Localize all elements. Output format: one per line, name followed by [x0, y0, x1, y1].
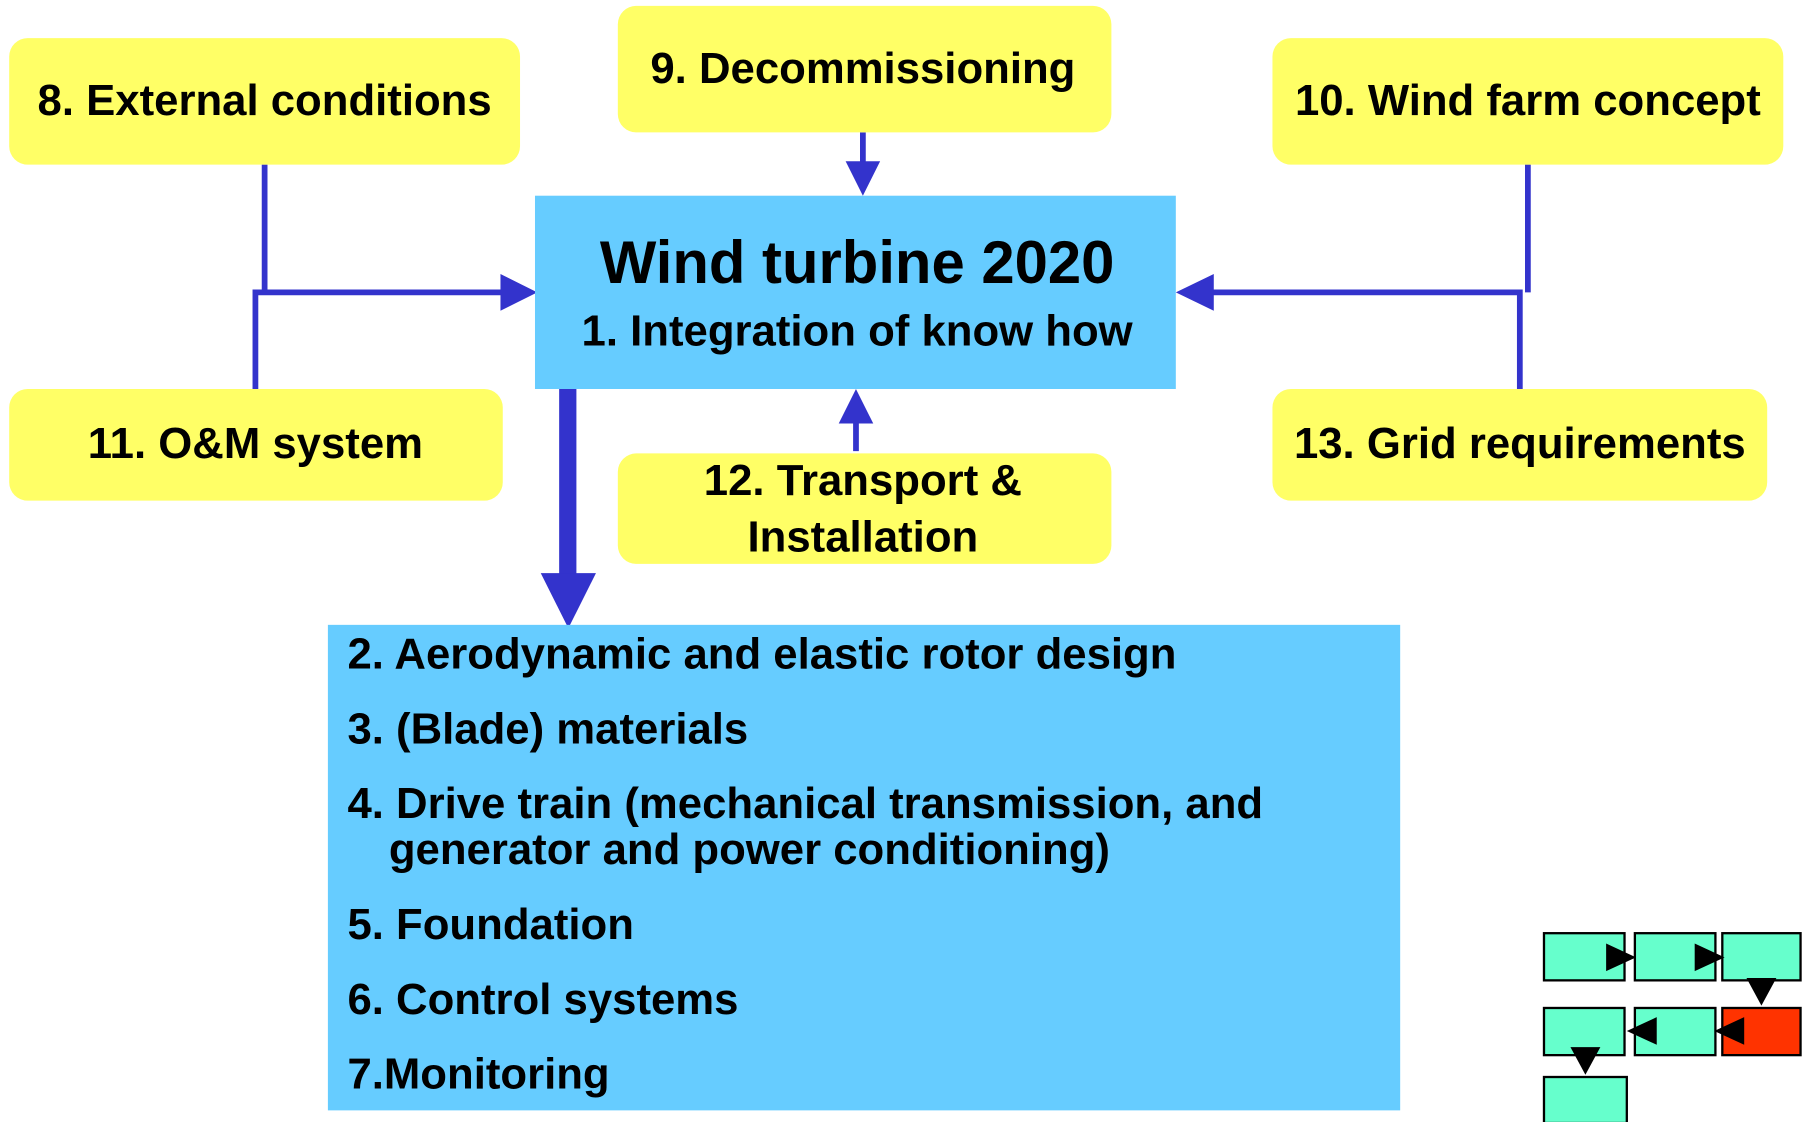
nav-box: [1721, 932, 1802, 982]
nav-icon: [1542, 932, 1802, 1122]
component: 7.Monitoring: [347, 1050, 609, 1099]
nav-arrow: [1606, 943, 1637, 972]
component: 2. Aerodynamic and elastic rotor design: [347, 630, 1176, 679]
arrowhead: [838, 388, 874, 424]
component: generator and power conditioning): [389, 825, 1110, 874]
nav-arrow: [1570, 1047, 1601, 1075]
node-label: 9. Decommissioning: [650, 44, 1075, 93]
arrowhead: [845, 161, 881, 196]
big-arrow-shaft: [559, 371, 577, 577]
connector: [252, 289, 507, 389]
node-label: 12. Transport &: [704, 456, 1022, 505]
component: 4. Drive train (mechanical transmission,…: [347, 779, 1263, 828]
big-arrowhead: [540, 573, 596, 629]
node-label: 11. O&M system: [88, 419, 423, 468]
center-title: Wind turbine 2020: [600, 229, 1115, 296]
components-box: [327, 624, 1401, 1111]
nav-arrow: [1746, 978, 1777, 1006]
component: 3. (Blade) materials: [347, 704, 748, 753]
node-box: [1272, 388, 1768, 501]
components-list: 2. Aerodynamic and elastic rotor design …: [347, 630, 1263, 1099]
component: 5. Foundation: [347, 900, 633, 949]
node-box: [617, 453, 1112, 564]
node-label: Installation: [748, 512, 979, 561]
arrowhead: [1175, 273, 1214, 311]
center-box: [534, 195, 1176, 389]
connector: [1208, 289, 1523, 389]
node-label: 8. External conditions: [38, 76, 492, 125]
nav-arrow: [1626, 1017, 1657, 1045]
arrowhead: [500, 273, 538, 311]
node-label: 10. Wind farm concept: [1295, 76, 1761, 125]
nav-arrow: [1694, 943, 1725, 972]
node-box: [9, 38, 521, 165]
node-box: [1272, 38, 1784, 165]
node-label: 13. Grid requirements: [1294, 419, 1746, 468]
nav-box: [1542, 1075, 1628, 1122]
connectors: [252, 132, 1531, 629]
nav-arrow: [1714, 1017, 1745, 1045]
node-box: [9, 388, 503, 501]
node-box: [617, 5, 1112, 133]
center-subtitle: 1. Integration of know how: [582, 306, 1134, 355]
component: 6. Control systems: [347, 975, 738, 1024]
